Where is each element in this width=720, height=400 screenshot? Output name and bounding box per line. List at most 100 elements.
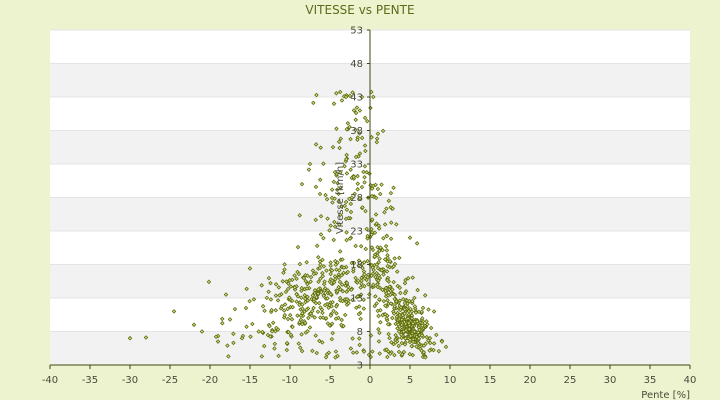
data-point [289, 316, 295, 322]
data-point [313, 142, 319, 147]
data-point [333, 355, 338, 360]
data-point [344, 230, 349, 235]
data-point [414, 241, 420, 246]
data-point [344, 237, 349, 243]
data-point [273, 293, 279, 298]
data-point [381, 272, 386, 277]
data-point [377, 351, 382, 356]
data-points [127, 89, 449, 360]
data-point [303, 299, 308, 305]
data-point [358, 243, 364, 249]
data-point [337, 89, 343, 95]
data-point [317, 265, 323, 271]
data-point [323, 192, 328, 198]
data-point [420, 323, 425, 328]
data-point [357, 131, 362, 136]
data-point [282, 262, 287, 267]
data-point [357, 336, 362, 341]
data-point [370, 282, 376, 288]
data-point [251, 297, 257, 302]
data-point [393, 340, 398, 345]
data-point [351, 174, 356, 179]
data-point [311, 271, 317, 277]
data-point [382, 222, 388, 227]
data-point [295, 244, 301, 250]
data-point [349, 287, 354, 293]
data-point [406, 308, 412, 314]
data-point [312, 288, 318, 293]
data-point [303, 278, 308, 284]
data-point [412, 295, 417, 301]
data-point [390, 287, 395, 292]
data-point [403, 328, 409, 333]
x-tick-label: -5 [325, 375, 335, 386]
data-point [370, 349, 375, 354]
data-point [376, 273, 382, 278]
data-point [431, 309, 437, 314]
data-point [320, 340, 325, 345]
data-point [402, 291, 408, 296]
data-point [357, 108, 363, 113]
data-point [427, 348, 432, 353]
data-point [384, 233, 390, 239]
data-point [393, 332, 398, 338]
data-point [231, 340, 236, 346]
data-point [385, 255, 391, 261]
data-point [419, 309, 425, 315]
data-point [302, 296, 308, 302]
data-point [416, 309, 422, 315]
data-point [363, 246, 369, 252]
data-point [376, 313, 381, 319]
data-point [345, 120, 351, 126]
data-point [274, 325, 279, 331]
data-point [369, 232, 374, 237]
data-point [314, 294, 319, 300]
data-point [353, 275, 358, 281]
data-point [306, 315, 311, 321]
data-point [409, 316, 415, 321]
data-point [384, 248, 390, 253]
data-point [359, 184, 365, 190]
y-tick-label: 38 [350, 126, 363, 137]
data-point [377, 191, 383, 197]
data-point [259, 354, 265, 359]
data-point [292, 273, 297, 278]
data-point [409, 343, 414, 349]
data-point [383, 303, 388, 308]
data-point [396, 349, 402, 355]
data-point [347, 124, 352, 130]
data-point [314, 350, 320, 356]
data-point [395, 326, 400, 331]
data-point [356, 304, 362, 309]
data-point [232, 306, 238, 312]
data-point [316, 287, 321, 292]
data-point [388, 236, 394, 242]
data-point [395, 283, 400, 289]
x-axis-ticks: -40 -35 -30 -25 -20 -15 -10 -5 0 5 10 15 20 25 30 35 40 [42, 365, 696, 386]
data-point [223, 292, 229, 297]
data-point [410, 275, 415, 280]
data-point [356, 311, 362, 317]
data-point [328, 271, 333, 277]
data-point [314, 243, 320, 249]
data-point [384, 347, 390, 352]
data-point [357, 195, 363, 201]
y-tick-label: 3 [357, 361, 363, 372]
data-point [288, 332, 294, 338]
data-point [330, 299, 335, 305]
data-point [313, 300, 319, 306]
data-point [389, 340, 394, 345]
y-tick-label: 8 [357, 327, 363, 338]
data-point [320, 257, 325, 263]
data-point [383, 243, 389, 249]
data-point [331, 308, 336, 314]
data-point [314, 92, 319, 98]
data-point [426, 338, 431, 343]
data-point [281, 308, 287, 313]
data-point [405, 276, 411, 281]
data-point [340, 298, 345, 304]
data-point [356, 263, 362, 268]
data-point [266, 289, 271, 295]
data-point [399, 332, 404, 337]
